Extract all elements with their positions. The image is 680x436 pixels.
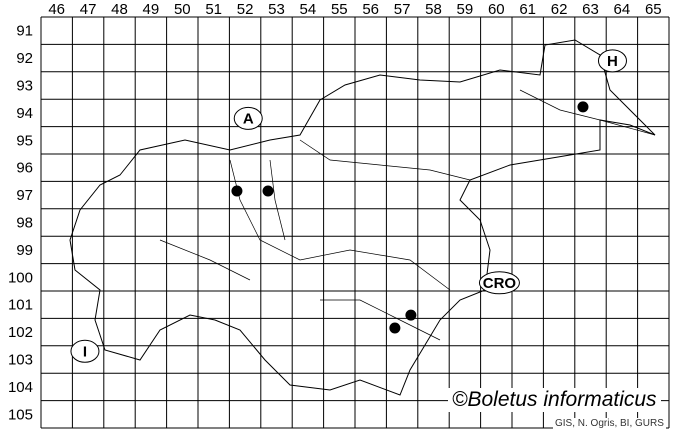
column-label: 48 [111, 1, 128, 18]
row-label: 100 [8, 269, 33, 286]
country-label-austria: A [233, 106, 263, 130]
river [320, 299, 441, 341]
column-label: 62 [551, 1, 568, 18]
row-label: 96 [16, 160, 33, 177]
row-label: 95 [16, 132, 33, 149]
column-label: 47 [80, 1, 97, 18]
river [519, 89, 656, 136]
country-outline [69, 39, 656, 396]
column-label: 53 [268, 1, 285, 18]
country-label-ellipse [478, 271, 520, 295]
column-label: 49 [143, 1, 160, 18]
river [269, 159, 286, 241]
country-label-text: CRO [483, 275, 517, 292]
record-dot [405, 309, 417, 321]
column-label: 57 [394, 1, 411, 18]
column-label: 65 [645, 1, 662, 18]
record-dot [262, 185, 274, 197]
column-label: 46 [48, 1, 65, 18]
row-label: 105 [8, 406, 33, 423]
row-label: 102 [8, 324, 33, 341]
river [159, 239, 251, 281]
column-label: 60 [488, 1, 505, 18]
row-label: 99 [16, 242, 33, 259]
border-line [69, 39, 656, 396]
record-dot [577, 101, 589, 113]
country-label-ellipse [597, 49, 627, 73]
country-label-hungary: H [597, 49, 627, 73]
rivers [159, 89, 656, 341]
column-label: 50 [174, 1, 191, 18]
column-label: 64 [614, 1, 631, 18]
row-label: 92 [16, 50, 33, 67]
column-labels: 46 47 48 49 50 51 52 53 54 55 56 57 58 59 60 61 62 63 64 65 [48, 1, 661, 18]
country-label-ellipse [70, 339, 100, 363]
column-label: 63 [582, 1, 599, 18]
record-dot [389, 322, 401, 334]
copyright-text: ©Boletus informaticus [448, 388, 661, 412]
river [299, 139, 471, 181]
credit-text: GIS, N. Ogris, BI, GURS [553, 418, 666, 429]
country-labels: A H CRO I [70, 49, 627, 363]
column-label: 56 [362, 1, 379, 18]
country-label-text: H [607, 53, 618, 70]
column-label: 61 [519, 1, 536, 18]
row-labels: 91 92 93 94 95 96 97 98 99 100 101 102 103 104 105 [8, 23, 33, 424]
column-label: 59 [457, 1, 474, 18]
column-label: 58 [425, 1, 442, 18]
row-label: 101 [8, 297, 33, 314]
row-label: 98 [16, 215, 33, 232]
river [229, 159, 451, 291]
country-label-text: I [83, 343, 87, 360]
grid [40, 16, 670, 429]
country-label-croatia: CRO [478, 271, 520, 295]
row-label: 103 [8, 352, 33, 369]
column-label: 54 [300, 1, 317, 18]
row-label: 94 [16, 105, 33, 122]
country-label-text: A [243, 110, 254, 127]
row-label: 91 [16, 23, 33, 40]
records [231, 101, 589, 334]
row-label: 104 [8, 379, 33, 396]
country-label-ellipse [233, 106, 263, 130]
column-label: 55 [331, 1, 348, 18]
row-label: 93 [16, 78, 33, 95]
column-label: 51 [205, 1, 222, 18]
country-label-italy: I [70, 339, 100, 363]
row-label: 97 [16, 187, 33, 204]
record-dot [231, 185, 243, 197]
column-label: 52 [237, 1, 254, 18]
